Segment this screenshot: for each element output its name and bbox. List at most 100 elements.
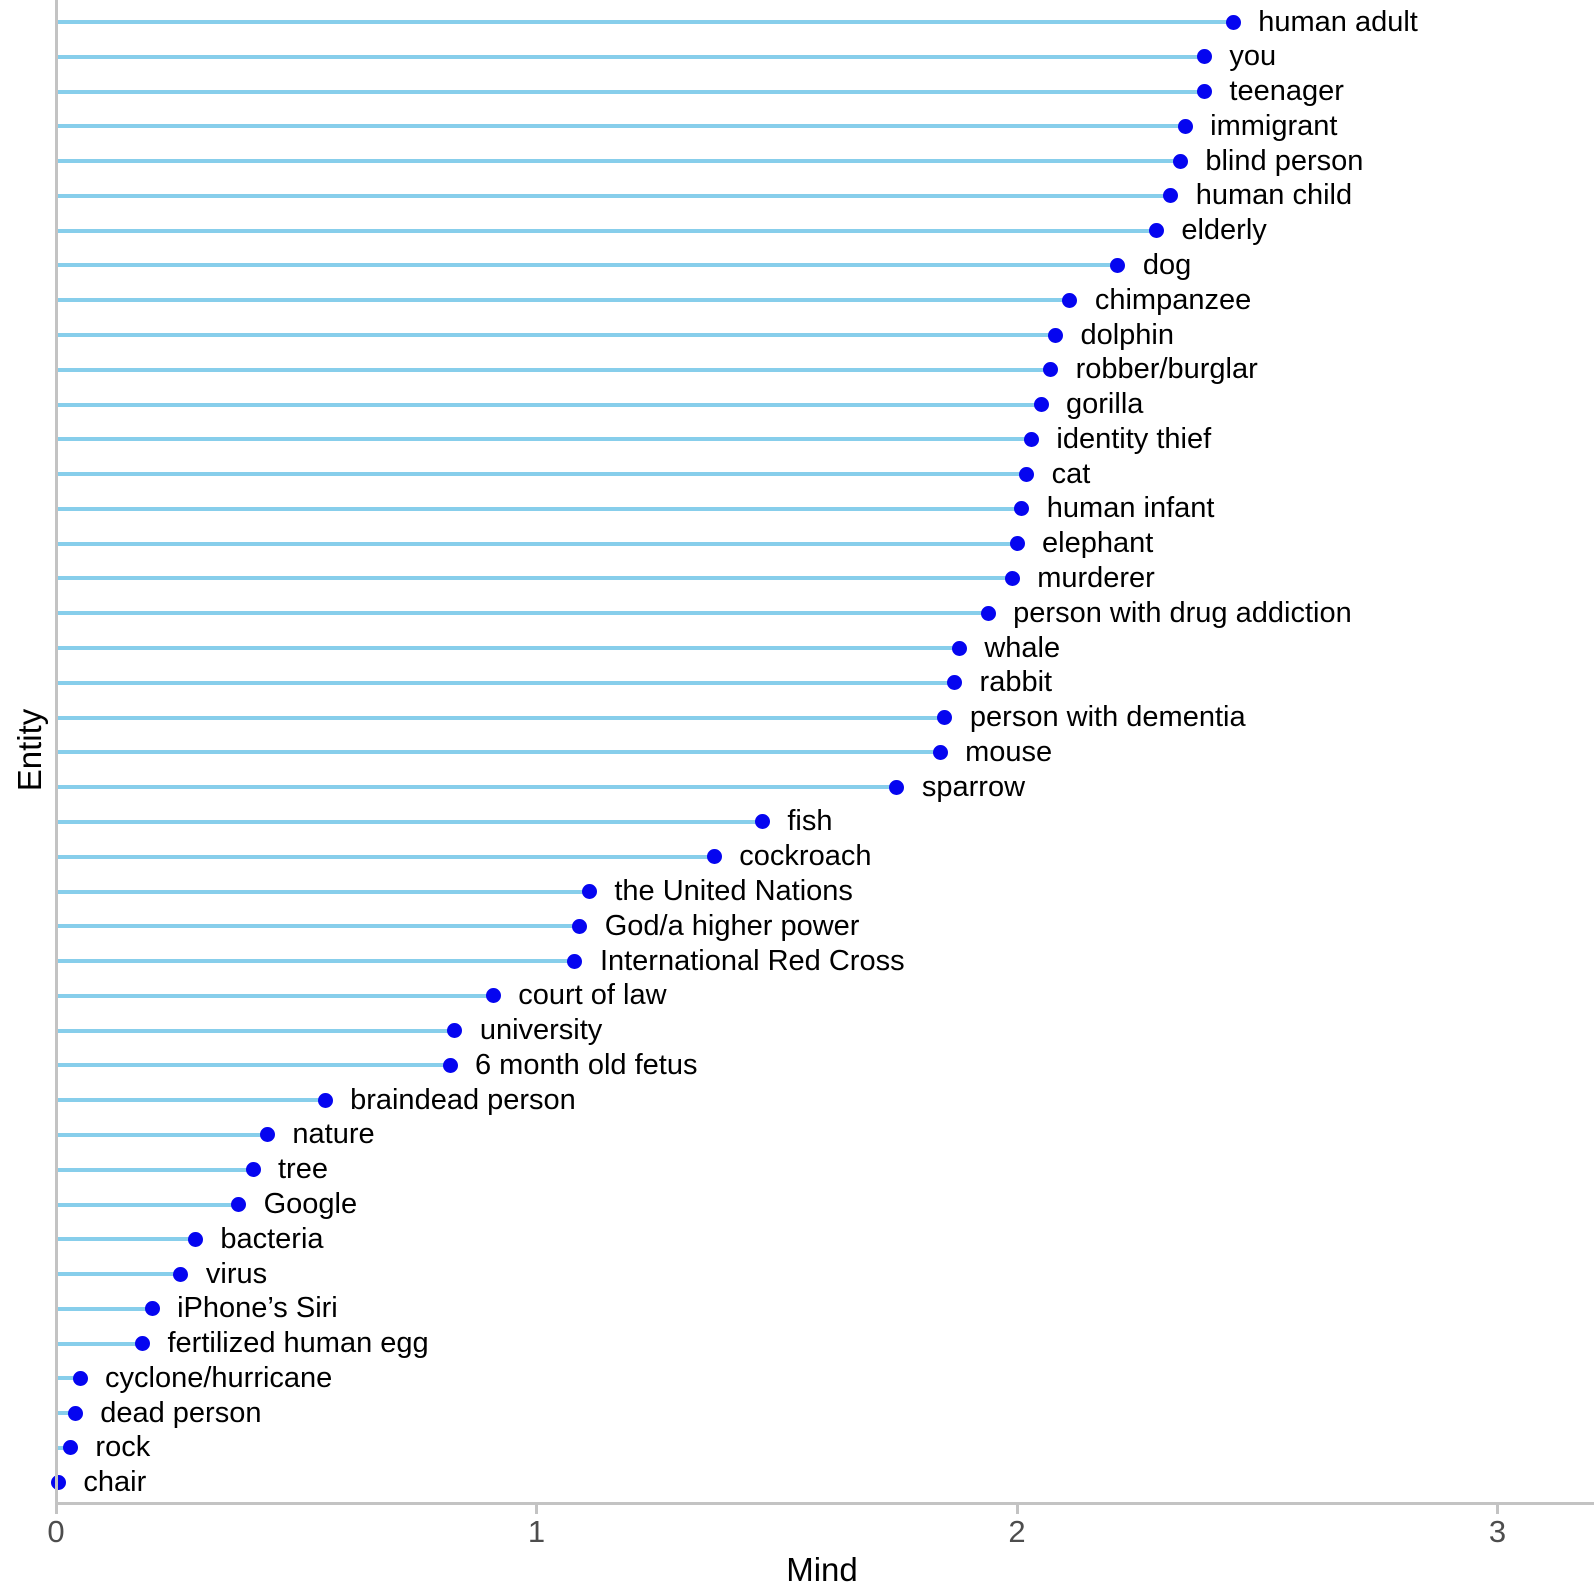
data-point [581, 884, 597, 899]
data-point [1004, 570, 1020, 586]
stem-line [57, 20, 1234, 24]
data-point [889, 779, 905, 795]
x-axis-tick-mark [535, 1504, 538, 1514]
stem-line [57, 402, 1042, 407]
stem-line [57, 333, 1056, 338]
category-label: cat [1051, 457, 1091, 490]
stem-line [57, 506, 1022, 511]
stem-line [57, 1098, 326, 1103]
data-point [1163, 188, 1179, 204]
data-point [572, 918, 588, 934]
y-axis-line [54, 0, 58, 1504]
data-point [1225, 14, 1241, 30]
data-point [947, 675, 963, 691]
category-label: robber/burglar [1075, 353, 1258, 386]
data-point [1043, 362, 1059, 378]
category-label: human adult [1258, 5, 1418, 38]
data-point [937, 710, 953, 726]
data-point [1110, 257, 1126, 273]
category-label: 6 month old fetus [475, 1048, 698, 1081]
data-point [245, 1162, 261, 1178]
category-label: immigrant [1210, 109, 1338, 142]
category-label: elderly [1181, 214, 1267, 247]
category-label: rabbit [979, 666, 1053, 699]
stem-line [57, 1132, 268, 1137]
data-point [50, 1475, 66, 1491]
x-axis-tick-label: 3 [1488, 1514, 1507, 1549]
category-label: identity thief [1056, 422, 1212, 455]
stem-line [57, 1063, 450, 1068]
category-label: elephant [1042, 527, 1154, 560]
stem-line [57, 611, 989, 616]
data-point [1196, 84, 1212, 100]
data-point [485, 988, 501, 1004]
data-point [1009, 536, 1025, 552]
category-label: you [1229, 40, 1277, 73]
stem-line [57, 646, 960, 651]
data-point [173, 1266, 189, 1282]
category-label: International Red Cross [599, 944, 905, 977]
category-label: chair [83, 1466, 147, 1499]
category-label: fertilized human egg [167, 1327, 429, 1360]
data-point [67, 1405, 83, 1421]
category-label: rock [95, 1431, 151, 1464]
category-label: teenager [1229, 75, 1344, 108]
category-label: murderer [1037, 561, 1155, 594]
data-point [231, 1197, 247, 1213]
data-point [1033, 397, 1049, 413]
data-point [144, 1301, 160, 1317]
category-label: fish [787, 805, 833, 838]
data-point [1014, 501, 1030, 517]
category-label: chimpanzee [1094, 283, 1252, 316]
x-axis-tick-label: 0 [47, 1514, 65, 1549]
category-label: gorilla [1066, 388, 1144, 421]
data-point [187, 1231, 203, 1247]
stem-line [57, 193, 1171, 198]
data-point [134, 1336, 150, 1352]
stem-line [57, 54, 1205, 59]
stem-line [57, 472, 1027, 477]
data-point [754, 814, 770, 830]
stem-line [57, 1272, 181, 1277]
data-point [259, 1127, 275, 1143]
category-label: court of law [518, 979, 667, 1012]
category-label: dolphin [1080, 318, 1174, 351]
x-axis-tick-label: 1 [527, 1514, 546, 1549]
x-axis-tick-mark [1496, 1504, 1499, 1514]
stem-line [57, 228, 1157, 233]
category-label: person with dementia [969, 701, 1246, 734]
y-axis-title: Entity [11, 708, 48, 792]
category-label: dog [1142, 248, 1192, 281]
category-label: tree [278, 1153, 328, 1186]
stem-line [57, 1028, 455, 1033]
category-label: Google [263, 1188, 358, 1221]
category-label: person with drug addiction [1013, 596, 1352, 629]
x-axis-title: Mind [786, 1551, 858, 1588]
category-label: virus [205, 1257, 268, 1290]
x-axis-tick-mark [54, 1504, 58, 1514]
stem-line [57, 959, 575, 964]
stem-line [57, 367, 1051, 372]
category-label: sparrow [921, 770, 1026, 803]
stem-line [57, 889, 590, 894]
stem-line [57, 854, 715, 859]
data-point [951, 640, 967, 656]
category-label: bacteria [220, 1222, 324, 1255]
data-point [72, 1370, 88, 1386]
stem-line [57, 1376, 81, 1381]
stem-line [57, 263, 1118, 268]
data-point [1047, 327, 1063, 343]
stem-line [57, 1411, 76, 1416]
category-label: human child [1195, 179, 1353, 212]
stem-line [57, 680, 955, 685]
stem-line [57, 124, 1186, 129]
category-label: iPhone’s Siri [177, 1292, 338, 1325]
stem-line [57, 541, 1017, 546]
data-point [1196, 49, 1212, 65]
category-label: blind person [1205, 144, 1364, 177]
stem-line [57, 437, 1032, 442]
category-label: cyclone/hurricane [105, 1361, 333, 1394]
category-label: nature [292, 1118, 375, 1151]
data-point [980, 605, 996, 621]
